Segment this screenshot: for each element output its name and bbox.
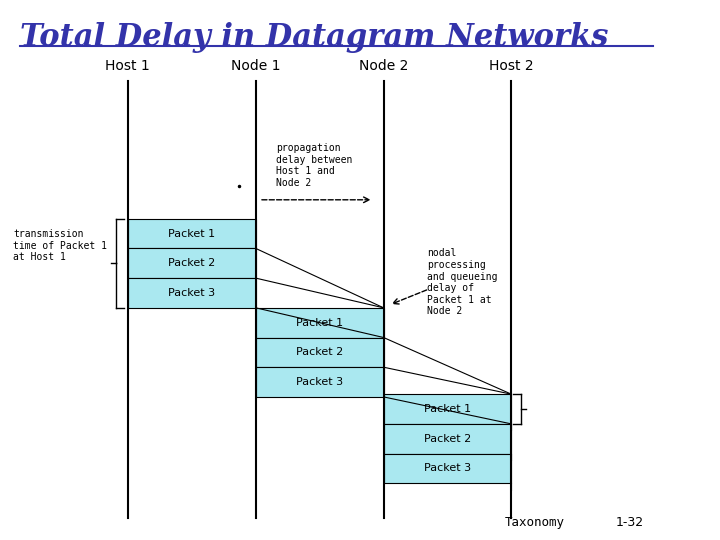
- Text: Taxonomy: Taxonomy: [505, 516, 564, 529]
- Text: propagation
delay between
Host 1 and
Node 2: propagation delay between Host 1 and Nod…: [276, 143, 352, 188]
- Bar: [384, 454, 511, 483]
- Text: Node 2: Node 2: [359, 59, 408, 73]
- Text: Packet 3: Packet 3: [296, 377, 343, 387]
- Text: Packet 1: Packet 1: [296, 318, 343, 328]
- Text: Total Delay in Datagram Networks: Total Delay in Datagram Networks: [20, 22, 608, 52]
- Bar: [256, 367, 384, 397]
- Text: Node 1: Node 1: [231, 59, 281, 73]
- Text: Packet 1: Packet 1: [168, 228, 215, 239]
- Text: 1-32: 1-32: [616, 516, 644, 529]
- Text: Packet 3: Packet 3: [424, 463, 471, 474]
- Text: Host 1: Host 1: [105, 59, 150, 73]
- Bar: [384, 394, 511, 424]
- Text: Packet 1: Packet 1: [424, 404, 471, 414]
- Text: Packet 2: Packet 2: [424, 434, 471, 444]
- Bar: [384, 424, 511, 454]
- Text: Packet 2: Packet 2: [168, 258, 215, 268]
- Text: Packet 3: Packet 3: [168, 288, 215, 298]
- Bar: [128, 219, 256, 248]
- Text: transmission
time of Packet 1
at Host 1: transmission time of Packet 1 at Host 1: [14, 229, 107, 262]
- Bar: [256, 338, 384, 367]
- Text: nodal
processing
and queueing
delay of
Packet 1 at
Node 2: nodal processing and queueing delay of P…: [427, 248, 498, 316]
- Bar: [128, 278, 256, 308]
- Bar: [128, 248, 256, 278]
- Text: Host 2: Host 2: [489, 59, 534, 73]
- Text: Packet 2: Packet 2: [296, 347, 343, 357]
- Bar: [256, 308, 384, 338]
